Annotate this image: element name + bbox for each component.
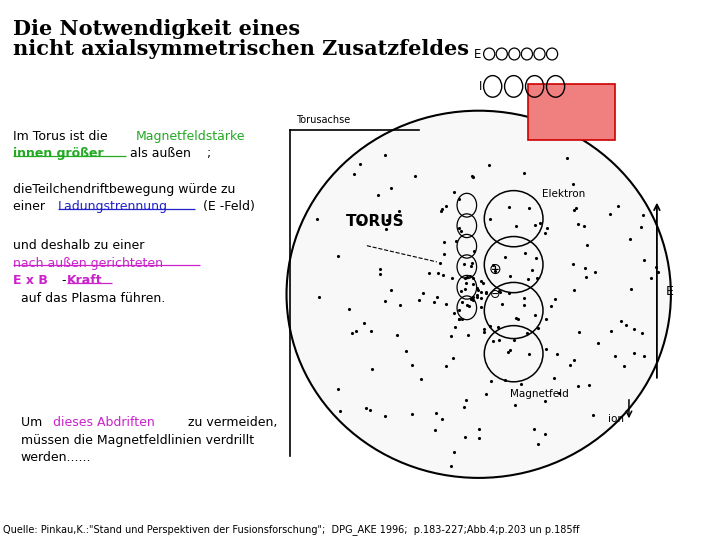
Text: Quelle: Pinkau,K.:"Stand und Perspektiven der Fusionsforschung";  DPG_AKE 1996; : Quelle: Pinkau,K.:"Stand und Perspektive… (4, 524, 580, 535)
Text: -: - (62, 274, 66, 287)
Text: Magnetfeldstärke: Magnetfeldstärke (136, 130, 246, 143)
Text: I: I (479, 80, 482, 93)
Text: Kraft: Kraft (68, 274, 103, 287)
Text: ⊕: ⊕ (488, 261, 501, 276)
Text: dieTeilchendriftbewegung würde zu: dieTeilchendriftbewegung würde zu (12, 183, 235, 195)
Text: E: E (665, 285, 673, 298)
Text: nicht axialsymmetrischen Zusatzfeldes: nicht axialsymmetrischen Zusatzfeldes (12, 39, 469, 59)
FancyBboxPatch shape (528, 84, 615, 140)
Text: (E -Feld): (E -Feld) (195, 200, 256, 213)
Text: müssen die Magnetfeldlinien verdrillt: müssen die Magnetfeldlinien verdrillt (21, 434, 254, 447)
Text: E: E (474, 48, 481, 60)
Text: Elektron: Elektron (541, 190, 585, 199)
Text: Im Torus ist die: Im Torus ist die (12, 130, 111, 143)
Text: auf das Plasma führen.: auf das Plasma führen. (21, 292, 165, 305)
Text: innen größer: innen größer (12, 147, 103, 160)
Text: Um: Um (21, 416, 46, 429)
Text: E: E (562, 97, 568, 107)
Ellipse shape (287, 111, 671, 478)
Text: Magnetfeld: Magnetfeld (510, 389, 569, 399)
Text: werden......: werden...... (21, 451, 91, 464)
Text: ;: ; (207, 147, 212, 160)
Text: TORUS: TORUS (346, 214, 405, 229)
Text: E x B: E x B (12, 274, 52, 287)
Text: Ladungstrennung: Ladungstrennung (58, 200, 168, 213)
Text: ⊖: ⊖ (490, 288, 500, 301)
Text: Torusachse: Torusachse (296, 115, 350, 125)
Text: nach außen gerichteten: nach außen gerichteten (12, 256, 163, 269)
Text: Die Notwendigkeit eines: Die Notwendigkeit eines (12, 19, 300, 39)
Text: und deshalb zu einer: und deshalb zu einer (12, 239, 144, 252)
Text: ion: ion (608, 414, 624, 423)
Text: E x B: E x B (564, 112, 593, 123)
Text: dieses Abdriften: dieses Abdriften (53, 416, 154, 429)
Text: einer: einer (12, 200, 48, 213)
Text: zu vermeiden,: zu vermeiden, (180, 416, 277, 429)
Text: als außen: als außen (126, 147, 191, 160)
